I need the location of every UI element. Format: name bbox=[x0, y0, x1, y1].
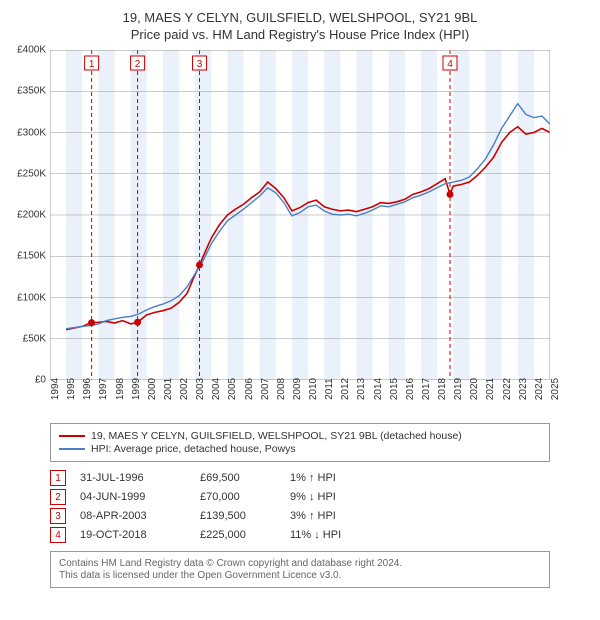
transaction-hpi-diff: 11% ↓ HPI bbox=[290, 529, 400, 541]
transaction-date: 08-APR-2003 bbox=[80, 510, 200, 522]
x-axis-label: 2008 bbox=[276, 378, 287, 400]
title-subtitle: Price paid vs. HM Land Registry's House … bbox=[10, 27, 590, 42]
footer-line-1: Contains HM Land Registry data © Crown c… bbox=[59, 558, 541, 569]
transaction-date: 31-JUL-1996 bbox=[80, 472, 200, 484]
x-axis-label: 2016 bbox=[405, 378, 416, 400]
svg-text:2: 2 bbox=[135, 59, 141, 70]
svg-text:3: 3 bbox=[197, 59, 203, 70]
transaction-hpi-diff: 9% ↓ HPI bbox=[290, 491, 400, 503]
x-axis-labels: 1994199519961997199819992000200120022003… bbox=[50, 387, 590, 417]
legend-label-1: 19, MAES Y CELYN, GUILSFIELD, WELSHPOOL,… bbox=[91, 430, 462, 442]
title-address: 19, MAES Y CELYN, GUILSFIELD, WELSHPOOL,… bbox=[10, 10, 590, 25]
transaction-row: 4 19-OCT-2018 £225,000 11% ↓ HPI bbox=[50, 527, 590, 543]
x-axis-label: 2017 bbox=[421, 378, 432, 400]
x-axis-label: 2003 bbox=[195, 378, 206, 400]
x-axis-label: 2010 bbox=[308, 378, 319, 400]
y-axis-label: £100K bbox=[17, 292, 46, 303]
transaction-marker-icon: 1 bbox=[50, 470, 66, 486]
x-axis-label: 1998 bbox=[115, 378, 126, 400]
x-axis-label: 2006 bbox=[244, 378, 255, 400]
x-axis-label: 2012 bbox=[340, 378, 351, 400]
x-axis-label: 2024 bbox=[534, 378, 545, 400]
transaction-date: 04-JUN-1999 bbox=[80, 491, 200, 503]
x-axis-label: 1995 bbox=[66, 378, 77, 400]
transaction-row: 3 08-APR-2003 £139,500 3% ↑ HPI bbox=[50, 508, 590, 524]
x-axis-label: 2025 bbox=[550, 378, 561, 400]
transaction-hpi-diff: 3% ↑ HPI bbox=[290, 510, 400, 522]
x-axis-label: 2002 bbox=[179, 378, 190, 400]
legend-item-hpi: HPI: Average price, detached house, Powy… bbox=[59, 443, 541, 455]
chart-area: £0£50K£100K£150K£200K£250K£300K£350K£400… bbox=[50, 50, 590, 383]
x-axis-label: 2007 bbox=[260, 378, 271, 400]
transaction-price: £70,000 bbox=[200, 491, 290, 503]
x-axis-label: 2000 bbox=[147, 378, 158, 400]
y-axis-label: £0 bbox=[35, 375, 46, 386]
y-axis-label: £200K bbox=[17, 210, 46, 221]
y-axis-label: £150K bbox=[17, 251, 46, 262]
transaction-marker-icon: 3 bbox=[50, 508, 66, 524]
transaction-marker-icon: 2 bbox=[50, 489, 66, 505]
y-axis-label: £250K bbox=[17, 168, 46, 179]
x-axis-label: 1999 bbox=[131, 378, 142, 400]
x-axis-label: 2009 bbox=[292, 378, 303, 400]
x-axis-label: 2018 bbox=[437, 378, 448, 400]
legend-swatch-blue bbox=[59, 448, 85, 450]
x-axis-label: 2001 bbox=[163, 378, 174, 400]
x-axis-label: 2023 bbox=[518, 378, 529, 400]
transaction-row: 1 31-JUL-1996 £69,500 1% ↑ HPI bbox=[50, 470, 590, 486]
legend-swatch-red bbox=[59, 435, 85, 437]
x-axis-label: 2013 bbox=[356, 378, 367, 400]
legend-item-price-paid: 19, MAES Y CELYN, GUILSFIELD, WELSHPOOL,… bbox=[59, 430, 541, 442]
x-axis-label: 2019 bbox=[453, 378, 464, 400]
line-chart-svg: 1 2 3 4 bbox=[50, 50, 550, 380]
transaction-marker-icon: 4 bbox=[50, 527, 66, 543]
footer-line-2: This data is licensed under the Open Gov… bbox=[59, 570, 541, 581]
x-axis-label: 1994 bbox=[50, 378, 61, 400]
svg-text:4: 4 bbox=[447, 59, 453, 70]
legend-label-2: HPI: Average price, detached house, Powy… bbox=[91, 443, 296, 455]
transaction-row: 2 04-JUN-1999 £70,000 9% ↓ HPI bbox=[50, 489, 590, 505]
legend-box: 19, MAES Y CELYN, GUILSFIELD, WELSHPOOL,… bbox=[50, 423, 550, 462]
svg-text:1: 1 bbox=[89, 59, 95, 70]
transaction-hpi-diff: 1% ↑ HPI bbox=[290, 472, 400, 484]
transaction-price: £139,500 bbox=[200, 510, 290, 522]
chart-title-block: 19, MAES Y CELYN, GUILSFIELD, WELSHPOOL,… bbox=[10, 10, 590, 42]
y-axis-label: £300K bbox=[17, 127, 46, 138]
x-axis-label: 2020 bbox=[469, 378, 480, 400]
x-axis-label: 2011 bbox=[324, 378, 335, 400]
x-axis-label: 2005 bbox=[227, 378, 238, 400]
x-axis-label: 2004 bbox=[211, 378, 222, 400]
attribution-footer: Contains HM Land Registry data © Crown c… bbox=[50, 551, 550, 588]
transaction-price: £69,500 bbox=[200, 472, 290, 484]
y-axis-label: £350K bbox=[17, 86, 46, 97]
x-axis-label: 1996 bbox=[82, 378, 93, 400]
x-axis-label: 2014 bbox=[373, 378, 384, 400]
transaction-date: 19-OCT-2018 bbox=[80, 529, 200, 541]
transaction-price: £225,000 bbox=[200, 529, 290, 541]
x-axis-label: 2022 bbox=[502, 378, 513, 400]
transaction-table: 1 31-JUL-1996 £69,500 1% ↑ HPI 2 04-JUN-1… bbox=[50, 470, 590, 543]
x-axis-label: 2021 bbox=[485, 378, 496, 400]
y-axis-label: £400K bbox=[17, 45, 46, 56]
x-axis-label: 1997 bbox=[98, 378, 109, 400]
x-axis-label: 2015 bbox=[389, 378, 400, 400]
y-axis-label: £50K bbox=[23, 333, 46, 344]
